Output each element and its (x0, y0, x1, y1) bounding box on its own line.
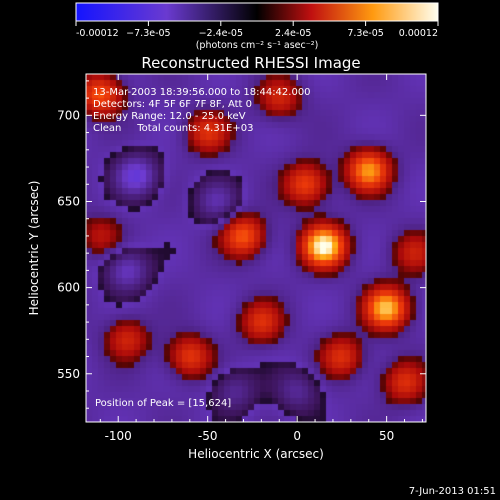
info-line-detectors: Detectors: 4F 5F 6F 7F 8F, Att 0 (93, 99, 252, 110)
colorbar-tick-label: 0.00012 (399, 28, 438, 39)
colorbar-tick-labels: -0.00012 −7.3e-05 −2.4e-05 2.4e-05 7.3e-05 0.… (76, 28, 438, 39)
info-line-clean: Clean Total counts: 4.31E+03 (93, 123, 253, 134)
colorbar-tick-label: −2.4e-05 (199, 28, 243, 39)
plot-title: Reconstructed RHESSI Image (141, 54, 360, 72)
colorbar-tick-label: 7.3e-05 (347, 28, 383, 39)
footer-date: 7-Jun-2013 01:51 (409, 486, 496, 497)
info-overlay: 13-Mar-2003 18:39:56.000 to 18:44:42.000… (93, 87, 311, 409)
y-axis: 550 600 650 700 (57, 80, 426, 409)
x-tick-label: -50 (198, 429, 218, 443)
x-tick-label: 0 (293, 429, 301, 443)
colorbar-tick-label: -0.00012 (76, 28, 119, 39)
colorbar-gradient (75, 2, 439, 22)
peak-position-text: Position of Peak = [15,624] (95, 398, 231, 409)
colorbar: -0.00012 −7.3e-05 −2.4e-05 2.4e-05 7.3e-05 0.… (75, 2, 439, 51)
info-line-energy: Energy Range: 12.0 - 25.0 keV (93, 111, 246, 122)
colorbar-ticks (75, 21, 439, 26)
x-axis-label: Heliocentric X (arcsec) (188, 447, 324, 461)
y-tick-label: 650 (57, 194, 80, 208)
plot-frame (85, 73, 427, 423)
x-tick-label: -100 (105, 429, 132, 443)
x-axis: -100 -50 0 50 (99, 74, 423, 443)
y-tick-label: 700 (57, 108, 80, 122)
y-tick-label: 550 (57, 367, 80, 381)
image-panel (85, 73, 427, 423)
info-line-time: 13-Mar-2003 18:39:56.000 to 18:44:42.000 (93, 87, 311, 98)
colorbar-tick-label: −7.3e-05 (126, 28, 170, 39)
y-tick-label: 600 (57, 281, 80, 295)
colorbar-tick-label: 2.4e-05 (275, 28, 311, 39)
colorbar-units: (photons cm⁻² s⁻¹ asec⁻²) (196, 40, 319, 51)
heatmap-canvas (86, 74, 426, 422)
x-tick-label: 50 (379, 429, 394, 443)
y-axis-label: Heliocentric Y (arcsec) (27, 181, 41, 316)
